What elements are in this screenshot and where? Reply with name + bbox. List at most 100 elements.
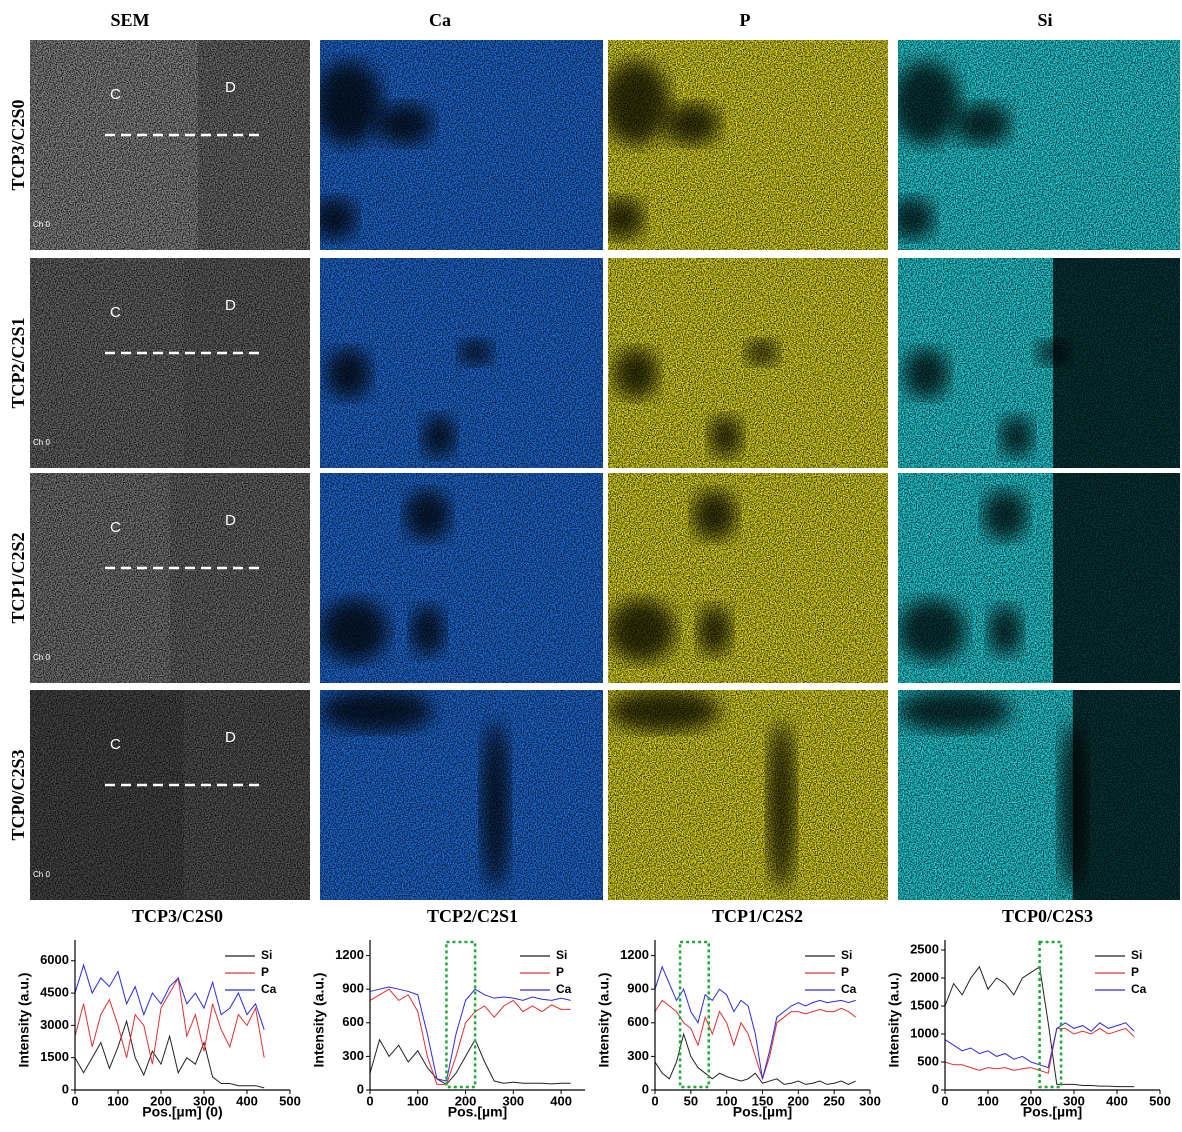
chart-title: TCP2/C2S1: [427, 906, 518, 926]
x-tick-label: 0: [651, 1093, 658, 1108]
chart-title: TCP3/C2S0: [132, 906, 223, 926]
legend-label: Si: [556, 948, 567, 962]
x-tick-label: 100: [107, 1093, 129, 1108]
legend-label: Ca: [1131, 982, 1147, 996]
speckle: [898, 690, 1180, 900]
legend-label: Ca: [841, 982, 857, 996]
x-tick-label: 400: [1106, 1093, 1128, 1108]
x-tick-label: 300: [1063, 1093, 1085, 1108]
row-label: TCP1/C2S2: [8, 532, 28, 623]
figure: SEMCaPSiTCP3/C2S0TCP2/C2S1TCP1/C2S2TCP0/…: [0, 0, 1182, 1127]
speckle: [608, 473, 888, 683]
x-tick-label: 200: [787, 1093, 809, 1108]
y-axis-label: Intensity (a.u.): [311, 973, 327, 1068]
legend-label: Si: [1131, 948, 1142, 962]
y-tick-label: 900: [342, 981, 364, 996]
image-panel: [898, 473, 1182, 683]
x-tick-label: 150: [752, 1093, 774, 1108]
x-tick-label: 100: [977, 1093, 999, 1108]
panel-label: D: [225, 79, 236, 96]
image-panel: [600, 40, 888, 250]
panel-label: C: [110, 736, 121, 753]
panel-label: C: [110, 519, 121, 536]
x-tick-label: 200: [1020, 1093, 1042, 1108]
image-panel: [608, 473, 888, 683]
legend-label: P: [261, 965, 269, 979]
speckle: [320, 473, 603, 683]
row-label: TCP3/C2S0: [8, 99, 28, 190]
legend-label: Ca: [261, 982, 277, 996]
image-panel: [320, 690, 603, 900]
x-tick-label: 400: [236, 1093, 258, 1108]
highlight-box: [1040, 942, 1062, 1087]
y-tick-label: 0: [932, 1081, 939, 1096]
speckle: [608, 690, 888, 900]
image-panel: C D Ch 0: [30, 690, 310, 900]
highlight-box: [680, 942, 709, 1087]
column-header: Ca: [429, 10, 451, 30]
y-tick-label: 1000: [910, 1025, 939, 1040]
legend-label: P: [1131, 965, 1139, 979]
x-tick-label: 300: [502, 1093, 524, 1108]
image-panel: [320, 258, 603, 468]
speckle: [30, 40, 310, 250]
x-tick-label: 500: [1149, 1093, 1171, 1108]
chart-title: TCP0/C2S3: [1002, 906, 1093, 926]
legend-label: P: [841, 965, 849, 979]
data-line: [370, 1040, 571, 1085]
x-tick-label: 100: [716, 1093, 738, 1108]
panel-label: C: [110, 86, 121, 103]
y-axis-label: Intensity (a.u.): [886, 973, 902, 1068]
y-axis-label: Intensity (a.u.): [16, 973, 32, 1068]
y-tick-label: 2000: [910, 969, 939, 984]
line-chart: TCP0/C2S3Intensity (a.u.)Pos.[µm]0500100…: [886, 906, 1171, 1120]
image-panel: C D Ch 0: [30, 40, 310, 250]
image-panel: [898, 258, 1182, 468]
speckle: [898, 258, 1180, 468]
y-tick-label: 900: [627, 981, 649, 996]
panel-label: D: [225, 729, 236, 746]
x-tick-label: 50: [684, 1093, 698, 1108]
x-tick-label: 300: [193, 1093, 215, 1108]
speckle: [320, 258, 603, 468]
x-tick-label: 200: [150, 1093, 172, 1108]
panel-label: Ch 0: [33, 220, 50, 229]
y-tick-label: 0: [62, 1081, 69, 1096]
x-tick-label: 250: [823, 1093, 845, 1108]
x-tick-label: 400: [550, 1093, 572, 1108]
x-tick-label: 500: [279, 1093, 301, 1108]
speckle: [320, 690, 603, 900]
y-tick-label: 1200: [620, 947, 649, 962]
y-tick-label: 4500: [40, 985, 69, 1000]
column-header: P: [740, 10, 751, 30]
y-tick-label: 6000: [40, 952, 69, 967]
speckle: [608, 258, 888, 468]
data-line: [655, 1034, 856, 1084]
legend-label: P: [556, 965, 564, 979]
data-line: [370, 987, 571, 1081]
y-tick-label: 300: [627, 1048, 649, 1063]
y-tick-label: 2500: [910, 941, 939, 956]
image-panel: [608, 258, 888, 468]
y-tick-label: 600: [342, 1014, 364, 1029]
y-tick-label: 600: [627, 1014, 649, 1029]
x-tick-label: 0: [366, 1093, 373, 1108]
panel-label: Ch 0: [33, 870, 50, 879]
speckle: [30, 258, 310, 468]
x-tick-label: 200: [455, 1093, 477, 1108]
y-tick-label: 1200: [335, 947, 364, 962]
speckle: [608, 40, 888, 250]
image-panel: [890, 40, 1180, 250]
row-label: TCP2/C2S1: [8, 317, 28, 408]
legend-label: Si: [261, 948, 272, 962]
speckle: [898, 40, 1180, 250]
image-panel: [898, 690, 1182, 900]
speckle: [30, 690, 310, 900]
x-tick-label: 100: [407, 1093, 429, 1108]
x-tick-label: 0: [71, 1093, 78, 1108]
panel-label: D: [225, 512, 236, 529]
speckle: [320, 40, 603, 250]
